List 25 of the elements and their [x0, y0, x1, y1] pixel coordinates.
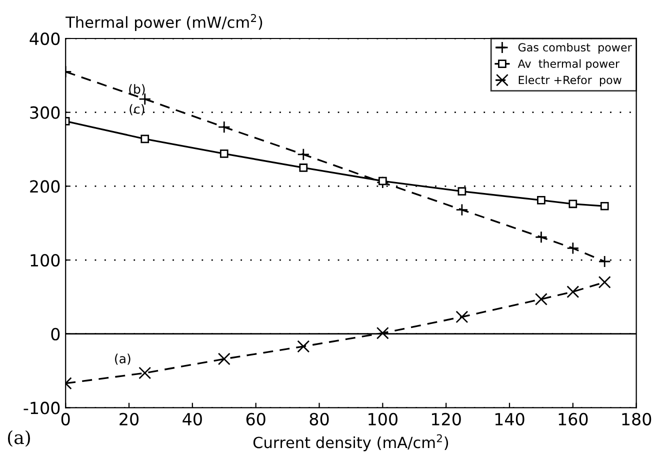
annotation: (b): [129, 84, 145, 96]
y-tick-label: 200: [30, 180, 60, 193]
y-tick-label: 100: [30, 254, 60, 267]
x-tick-label: 160: [558, 412, 588, 426]
annotation: (a): [115, 354, 130, 365]
legend-label: Gas combust power: [518, 42, 632, 54]
x-tick-label: 40: [182, 412, 202, 426]
legend-label: Av thermal power: [518, 59, 620, 70]
x-tick-label: 100: [368, 412, 398, 426]
x-tick-label: 20: [120, 412, 139, 426]
x-tick-label: 80: [310, 412, 329, 426]
x-tick-label: 180: [622, 412, 652, 426]
y-tick-label: 0: [51, 328, 60, 340]
y-axis-title: Thermal power (mW/cm$^{2}$): [66, 14, 262, 31]
y-tick-label: -100: [24, 402, 60, 414]
legend-label: Electr +Refor pow: [518, 76, 622, 86]
x-axis-title: Current density (mA/cm$^{2}$): [253, 434, 448, 452]
x-tick-label: 140: [495, 412, 524, 426]
y-tick-label: 300: [30, 106, 60, 119]
y-tick-label: 400: [30, 32, 60, 46]
text: (a): [8, 430, 30, 447]
x-tick-label: 60: [246, 412, 266, 426]
x-tick-label: 0: [61, 412, 70, 426]
annotation: (c): [130, 104, 144, 116]
x-tick-label: 120: [432, 412, 461, 426]
